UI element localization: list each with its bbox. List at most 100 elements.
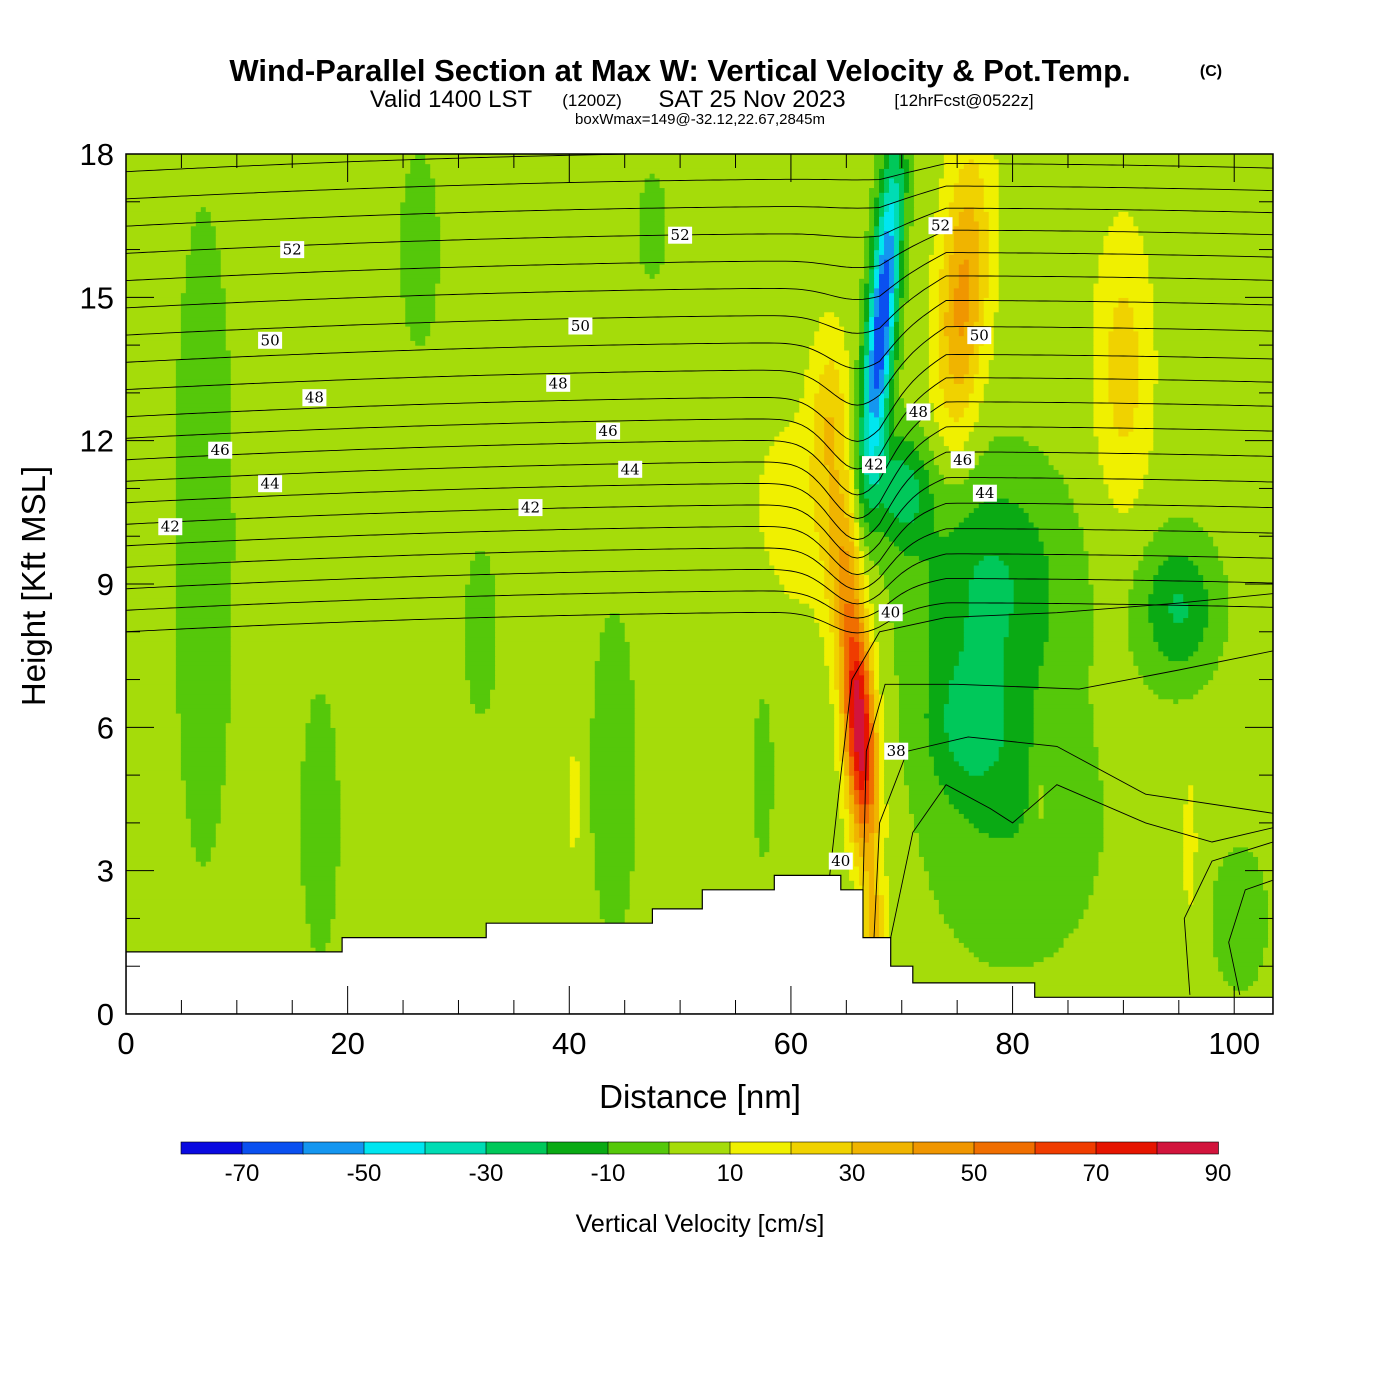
w-field-cell bbox=[849, 794, 855, 800]
contour-labels: 5252525050504848484646464444444242424040… bbox=[158, 217, 997, 870]
w-field-cell bbox=[918, 421, 940, 427]
w-field-cell bbox=[210, 220, 401, 227]
w-field-cell bbox=[998, 182, 1273, 189]
w-field-cell bbox=[185, 273, 222, 279]
w-field-cell bbox=[1038, 536, 1085, 542]
w-field-cell bbox=[859, 507, 865, 513]
w-field-cell bbox=[1088, 689, 1154, 695]
w-field-cell bbox=[879, 736, 885, 743]
w-field-cell bbox=[220, 278, 401, 284]
w-field-cell bbox=[953, 187, 985, 193]
w-field-cell bbox=[440, 263, 646, 270]
w-field-cell bbox=[1128, 631, 1154, 638]
w-field-cell bbox=[859, 650, 865, 657]
w-field-cell bbox=[804, 388, 820, 394]
w-field-cell bbox=[774, 789, 840, 795]
w-field-cell bbox=[844, 459, 850, 466]
w-field-cell bbox=[126, 416, 177, 423]
w-field-cell bbox=[948, 287, 955, 294]
w-field-cell bbox=[884, 736, 900, 743]
w-field-cell bbox=[829, 617, 835, 623]
w-field-cell bbox=[844, 631, 860, 638]
w-field-cell bbox=[1043, 550, 1090, 556]
w-field-cell bbox=[175, 646, 232, 652]
w-field-cell bbox=[884, 216, 895, 222]
theta-label: 44 bbox=[972, 484, 997, 502]
w-field-cell bbox=[1098, 765, 1273, 771]
w-field-cell bbox=[854, 684, 860, 690]
w-field-cell bbox=[958, 650, 1005, 657]
w-field-cell bbox=[893, 278, 900, 284]
w-field-cell bbox=[126, 679, 177, 685]
w-field-cell bbox=[495, 607, 815, 614]
w-field-cell bbox=[978, 263, 990, 270]
w-field-cell bbox=[933, 894, 1090, 900]
w-field-cell bbox=[1138, 340, 1154, 346]
w-field-cell bbox=[854, 469, 860, 475]
w-field-cell bbox=[495, 622, 606, 628]
w-field-cell bbox=[928, 278, 940, 284]
w-field-cell bbox=[879, 932, 885, 939]
w-field-cell bbox=[465, 655, 496, 662]
w-field-cell bbox=[175, 665, 232, 671]
w-field-cell bbox=[854, 397, 860, 404]
w-field-cell bbox=[874, 660, 880, 666]
w-field-cell bbox=[465, 636, 496, 642]
w-field-cell bbox=[893, 407, 910, 413]
w-field-cell bbox=[859, 292, 865, 298]
w-field-cell bbox=[983, 397, 1095, 404]
w-field-cell bbox=[844, 545, 855, 552]
w-field-cell bbox=[864, 779, 870, 786]
w-field-cell bbox=[1148, 593, 1174, 599]
w-field-cell bbox=[1093, 335, 1110, 341]
w-field-cell bbox=[849, 655, 860, 662]
w-field-cell bbox=[400, 220, 441, 227]
w-field-cell bbox=[953, 302, 970, 308]
w-field-cell bbox=[1098, 459, 1149, 466]
w-field-cell bbox=[898, 321, 905, 327]
w-field-cell bbox=[983, 555, 1000, 561]
w-field-cell bbox=[844, 760, 850, 767]
w-field-cell bbox=[859, 287, 865, 294]
w-field-cell bbox=[893, 392, 900, 399]
w-field-cell bbox=[175, 674, 232, 681]
w-field-cell bbox=[126, 306, 182, 313]
w-field-cell bbox=[1103, 808, 1184, 814]
w-field-cell bbox=[759, 713, 770, 719]
w-field-cell bbox=[1048, 455, 1100, 461]
w-field-cell bbox=[948, 689, 1005, 695]
w-field-cell bbox=[898, 679, 930, 685]
w-field-cell bbox=[175, 416, 232, 423]
w-field-cell bbox=[864, 445, 870, 451]
w-field-cell bbox=[839, 469, 850, 475]
w-field-cell bbox=[864, 369, 870, 375]
w-field-cell bbox=[928, 603, 970, 609]
w-field-cell bbox=[953, 244, 980, 251]
w-field-cell bbox=[1083, 526, 1159, 533]
w-field-cell bbox=[1113, 316, 1134, 322]
w-field-cell bbox=[948, 306, 955, 313]
w-field-cell bbox=[879, 875, 890, 881]
w-field-cell bbox=[1133, 216, 1273, 222]
w-field-cell bbox=[1098, 455, 1149, 461]
w-field-cell bbox=[1223, 564, 1273, 571]
w-field-cell bbox=[948, 254, 980, 260]
w-field-cell bbox=[1268, 937, 1273, 943]
w-field-cell bbox=[938, 531, 950, 537]
w-field-cell bbox=[440, 259, 641, 265]
w-field-cell bbox=[1263, 885, 1273, 891]
w-field-cell bbox=[854, 885, 865, 891]
w-field-cell bbox=[1158, 364, 1273, 370]
w-field-cell bbox=[340, 846, 596, 853]
w-field-cell bbox=[844, 326, 860, 332]
w-field-cell bbox=[1153, 421, 1273, 427]
w-field-cell bbox=[754, 813, 770, 819]
w-field-cell bbox=[1213, 928, 1269, 934]
w-field-cell bbox=[923, 431, 940, 437]
w-field-cell bbox=[854, 435, 860, 442]
w-field-cell bbox=[879, 851, 885, 857]
w-field-cell bbox=[589, 818, 636, 824]
w-field-cell bbox=[829, 693, 840, 700]
w-field-cell bbox=[1158, 564, 1199, 571]
w-field-cell bbox=[769, 846, 845, 853]
